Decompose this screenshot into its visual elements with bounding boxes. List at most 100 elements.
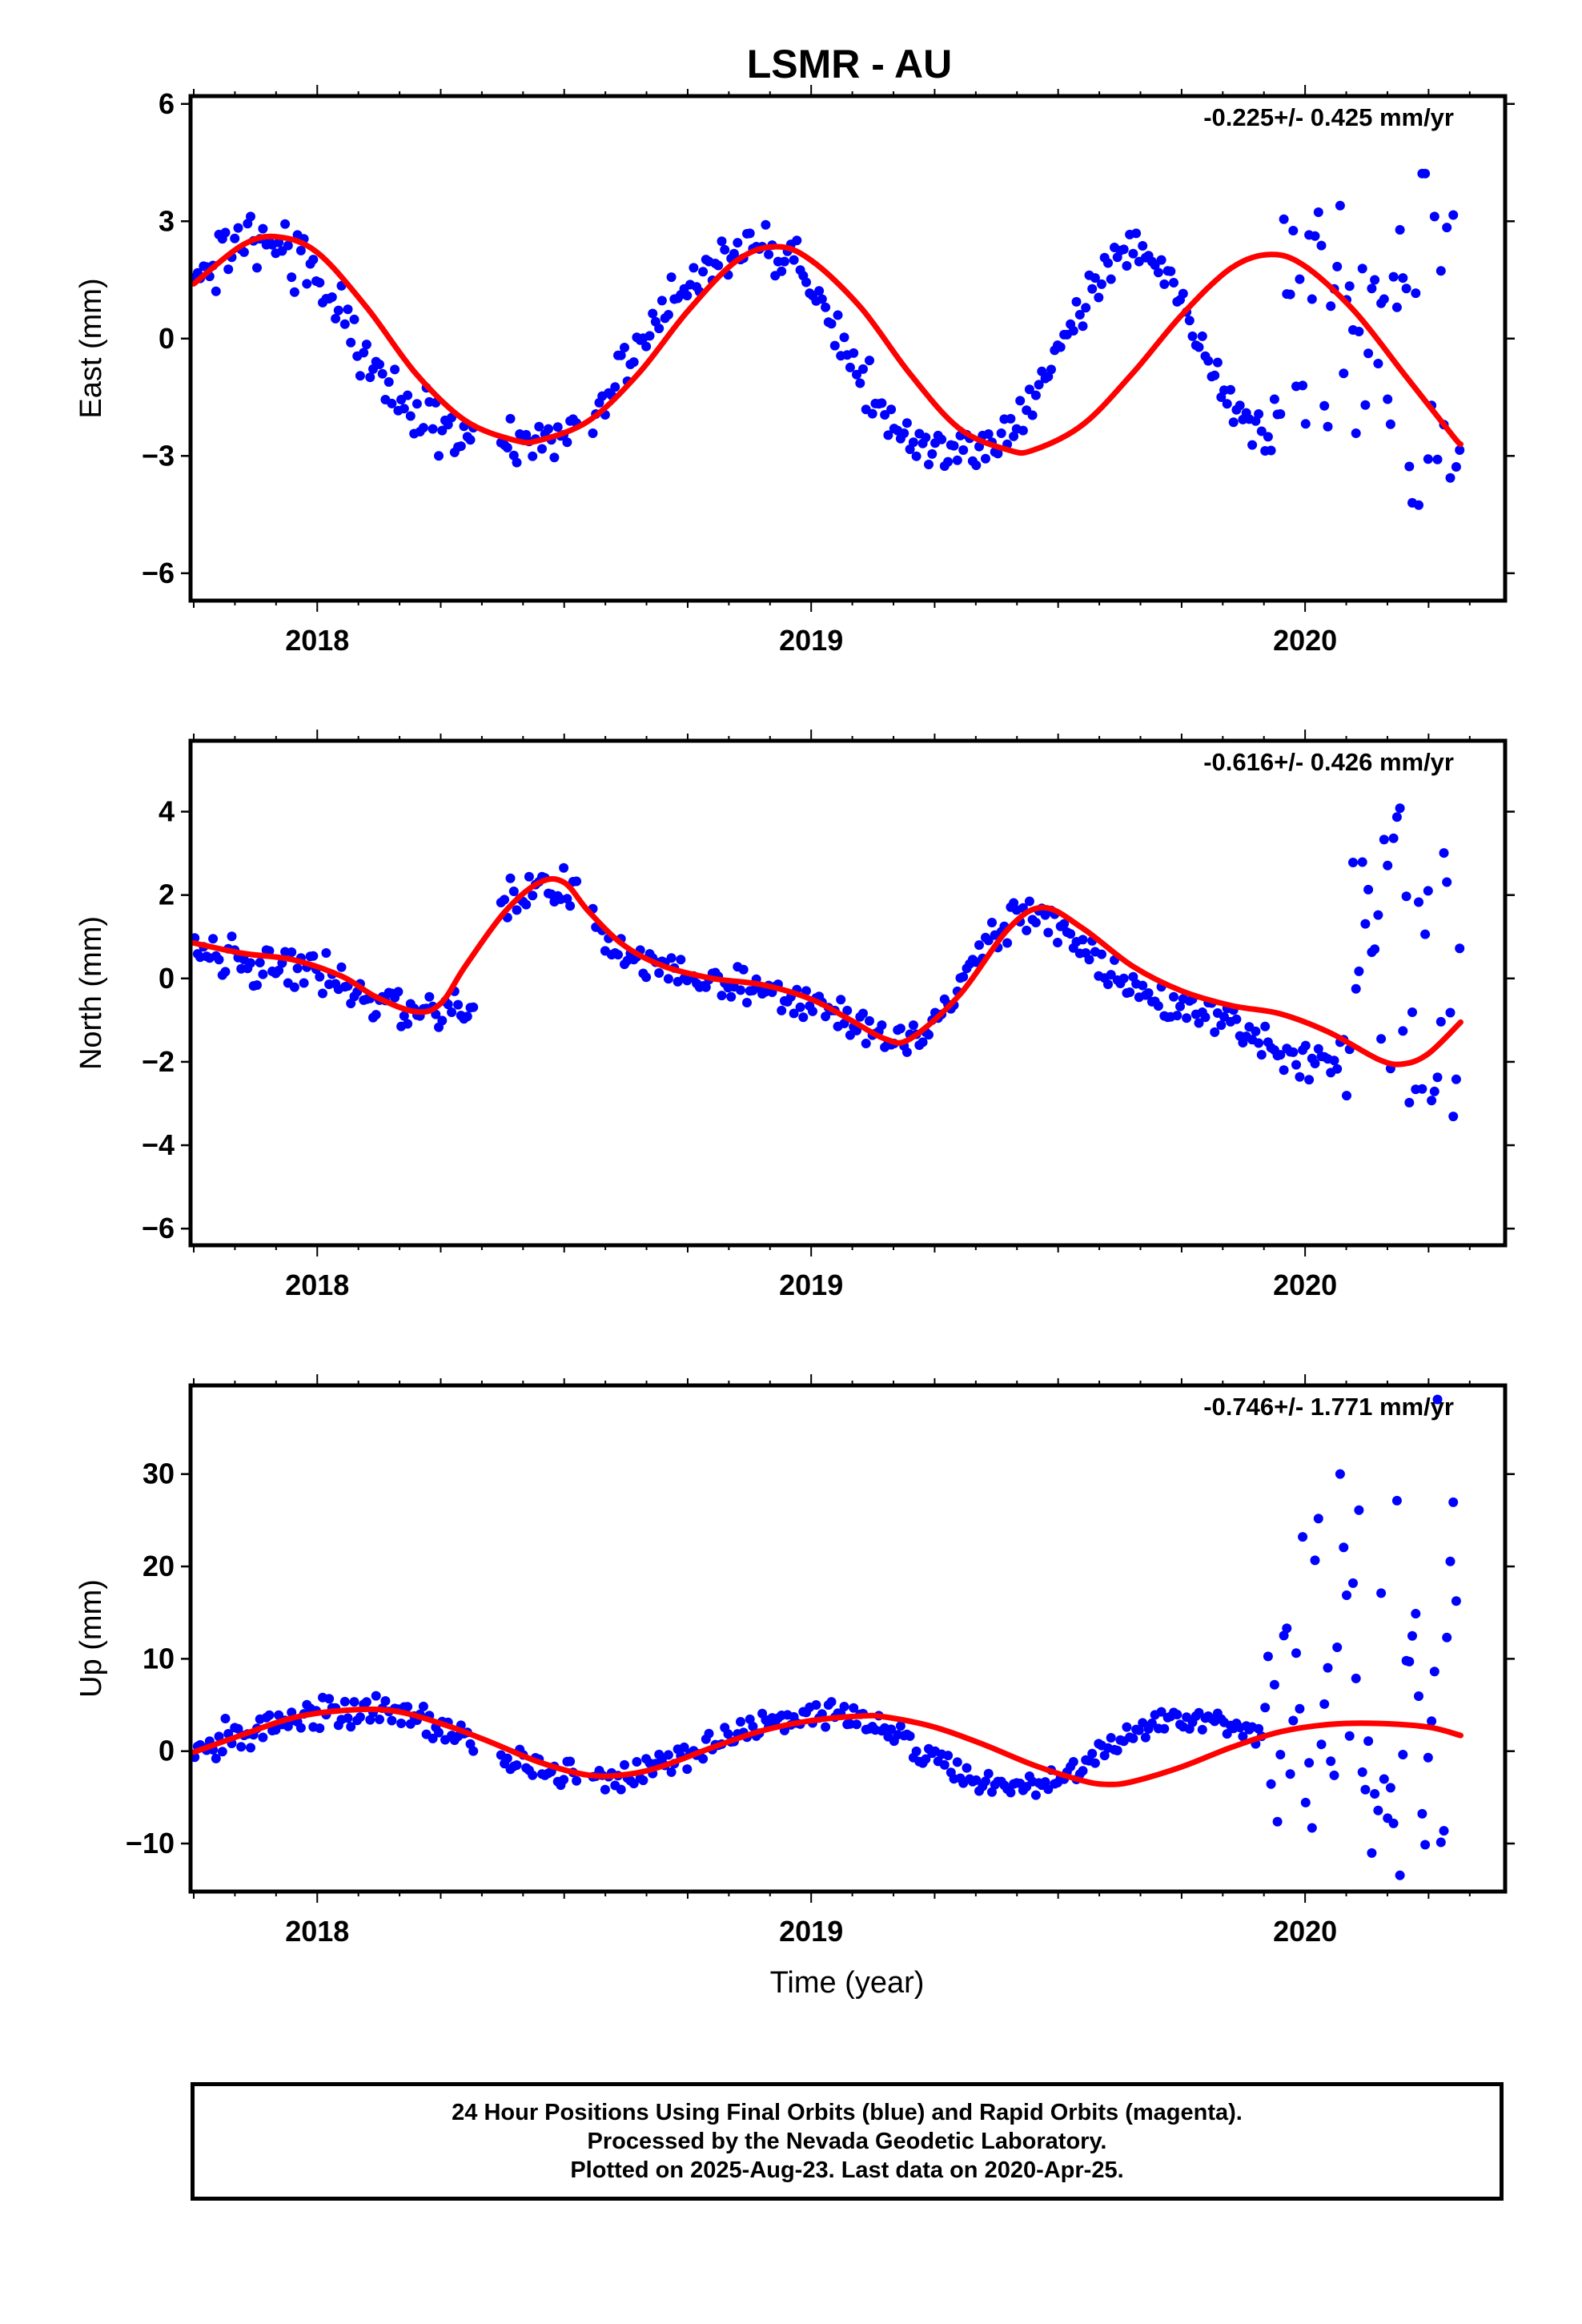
data-point — [1307, 1823, 1317, 1833]
data-point — [1279, 214, 1289, 224]
data-point — [208, 934, 219, 944]
data-point — [434, 1727, 444, 1738]
data-point — [679, 1742, 689, 1752]
data-point — [512, 457, 522, 468]
y-tick-label: −10 — [126, 1827, 175, 1860]
data-point — [512, 905, 522, 915]
data-point — [1304, 1758, 1315, 1768]
data-point — [798, 1012, 809, 1023]
data-point — [779, 256, 789, 267]
data-point — [1316, 240, 1327, 251]
data-point — [1138, 241, 1148, 251]
data-point — [663, 1750, 673, 1760]
data-point — [1084, 955, 1094, 965]
data-point — [613, 950, 623, 960]
data-point — [233, 223, 243, 233]
data-point — [877, 1020, 887, 1031]
data-point — [1442, 877, 1452, 887]
fit-curve — [191, 876, 1464, 1068]
data-point — [274, 965, 284, 975]
data-point — [1210, 1027, 1220, 1037]
data-point — [1398, 1750, 1408, 1759]
data-point — [1260, 1703, 1271, 1713]
data-point — [1335, 200, 1345, 211]
caption-line-2: Processed by the Nevada Geodetic Laborat… — [587, 2129, 1107, 2154]
data-point — [565, 901, 576, 911]
data-point — [375, 360, 384, 369]
data-point — [1295, 1703, 1305, 1714]
data-point — [1226, 384, 1235, 395]
data-point — [1316, 1739, 1327, 1750]
data-point — [981, 1776, 990, 1787]
data-point — [191, 1752, 200, 1763]
data-point — [505, 873, 516, 883]
data-point — [220, 227, 231, 238]
data-point — [255, 958, 265, 967]
data-point — [839, 1702, 849, 1711]
data-point — [1097, 279, 1106, 289]
data-point — [704, 1728, 714, 1739]
data-point — [447, 1007, 457, 1017]
data-point — [1184, 316, 1195, 326]
data-point — [1285, 1769, 1295, 1779]
data-point — [1310, 1059, 1320, 1068]
data-point — [399, 404, 409, 414]
data-point — [1414, 500, 1423, 510]
data-point — [211, 286, 221, 296]
data-point — [343, 304, 353, 315]
data-point — [1363, 348, 1374, 359]
data-point — [1178, 288, 1188, 299]
data-point — [223, 264, 234, 275]
data-point — [528, 891, 538, 901]
data-point — [821, 1011, 831, 1022]
data-point — [1351, 983, 1361, 994]
data-point — [1432, 454, 1443, 464]
data-point — [620, 1759, 629, 1770]
data-point — [789, 255, 799, 265]
data-point — [287, 272, 297, 283]
data-point — [1275, 1050, 1286, 1060]
data-point — [508, 887, 519, 896]
y-tick-label: −6 — [142, 1212, 175, 1244]
data-point — [1363, 884, 1374, 895]
data-point — [403, 390, 413, 400]
data-point — [996, 428, 1006, 438]
data-point — [1395, 803, 1405, 814]
data-point — [361, 1697, 371, 1707]
data-point — [1404, 1656, 1415, 1667]
y-tick-label: 0 — [159, 1735, 175, 1767]
data-point — [220, 1714, 231, 1723]
data-point — [1150, 260, 1160, 270]
y-tick-label: 4 — [159, 795, 175, 828]
data-point — [1367, 283, 1377, 294]
data-point — [1071, 296, 1082, 307]
data-point — [1210, 370, 1220, 380]
data-point — [1081, 303, 1091, 313]
data-point — [468, 1746, 479, 1756]
data-point — [1432, 1394, 1443, 1405]
data-point — [877, 398, 887, 408]
data-points — [191, 803, 1465, 1122]
data-point — [1417, 1084, 1427, 1094]
data-point — [1310, 231, 1320, 241]
data-point — [453, 999, 464, 1010]
data-point — [908, 437, 918, 448]
data-point — [418, 1701, 428, 1711]
data-point — [1357, 1767, 1367, 1777]
data-point — [428, 1733, 438, 1743]
data-point — [867, 408, 877, 419]
data-point — [333, 305, 343, 316]
data-point — [1423, 454, 1433, 464]
data-point — [911, 451, 921, 461]
data-point — [559, 1775, 569, 1785]
data-point — [666, 953, 677, 963]
data-point — [698, 267, 709, 277]
data-point — [1348, 858, 1358, 867]
data-point — [1448, 210, 1459, 220]
data-point — [1078, 1766, 1088, 1776]
data-point — [1212, 357, 1223, 368]
data-point — [1222, 399, 1232, 409]
data-point — [814, 286, 825, 296]
data-point — [1407, 1007, 1417, 1017]
